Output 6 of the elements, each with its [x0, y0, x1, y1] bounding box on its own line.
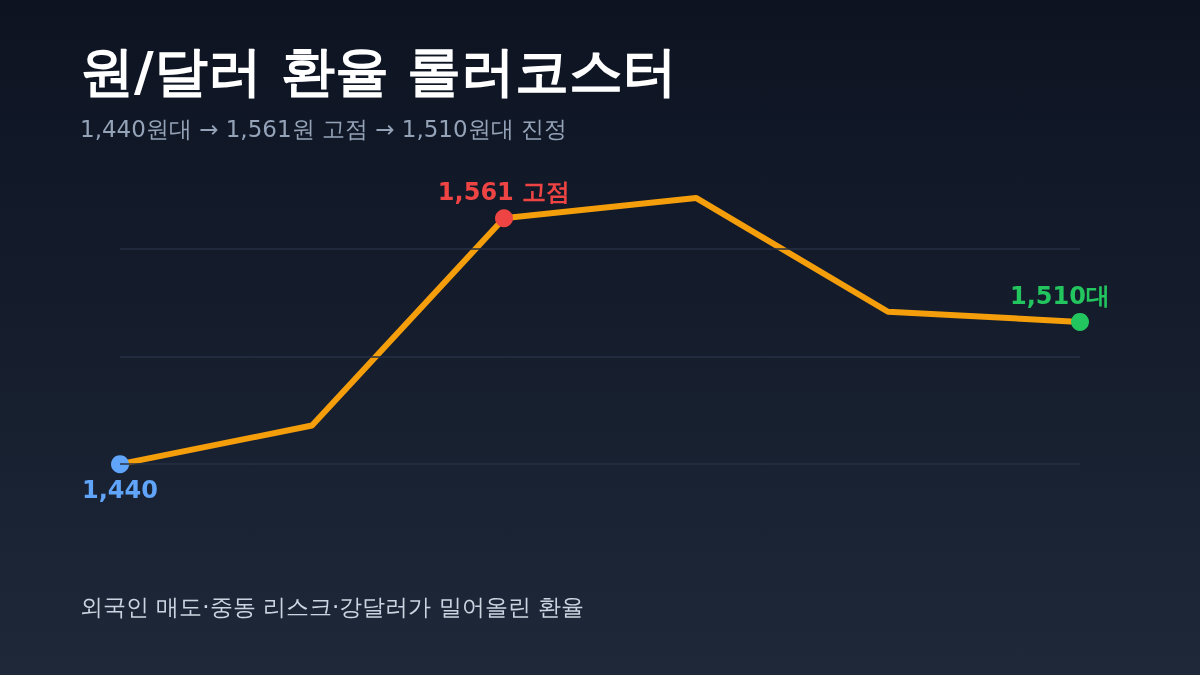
chart-subtitle: 1,440원대 → 1,561원 고점 → 1,510원대 진정 — [80, 115, 567, 144]
data-label: 1,510대 — [1010, 281, 1110, 310]
data-label: 1,440 — [82, 476, 158, 505]
text: 외국인 매도·중동 리스크·강달러가 밀어올린 환율 — [80, 593, 584, 622]
chart-title: 원/달러 환율 롤러코스터 — [80, 39, 678, 105]
data-label: 1,561 고점 — [437, 178, 571, 207]
